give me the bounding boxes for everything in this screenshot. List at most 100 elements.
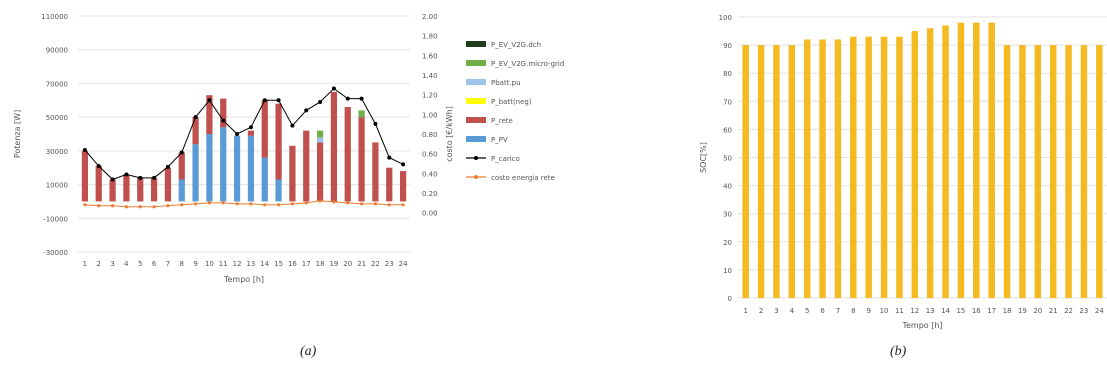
legend-swatch	[466, 98, 486, 104]
bar-segment	[178, 152, 185, 180]
bar-segment	[289, 145, 296, 202]
bar	[757, 45, 765, 298]
x-tick-label: 15	[274, 260, 283, 268]
legend-label: P_EV_V2G.dch	[491, 41, 541, 49]
line-costo-energia-rete	[84, 200, 404, 208]
x-tick-label: 23	[385, 260, 394, 268]
y-tick-label: 40	[723, 183, 732, 191]
caption-b: (b)	[890, 344, 907, 359]
bar	[1019, 45, 1026, 298]
point-p-carico	[221, 118, 226, 123]
x-tick-label: 14	[260, 260, 269, 268]
legend-label: Pbatt.pu	[491, 79, 521, 87]
legend-label: P_carico	[491, 155, 520, 163]
bar	[896, 36, 903, 299]
y-tick-label: 100	[719, 14, 732, 22]
chart-panel-a: 110000 90000 70000 50000 30000 10000 -10000 -30…	[13, 13, 564, 359]
bar-segment	[123, 174, 130, 202]
x-tick-label: 12	[233, 260, 242, 268]
bar-segment	[261, 100, 268, 158]
point-costo-energia-rete	[207, 201, 212, 205]
bar	[1003, 45, 1011, 298]
y-tick-label: 110000	[41, 13, 68, 21]
point-costo-energia-rete	[318, 199, 322, 203]
point-p-carico	[373, 121, 378, 126]
bar-segment	[358, 117, 365, 202]
point-costo-energia-rete	[346, 201, 350, 205]
bar-segment	[206, 134, 213, 202]
bar-segment	[275, 103, 282, 180]
y2-tick-label: 1.60	[422, 52, 438, 60]
x-tick-label: 17	[302, 260, 311, 268]
legend-label: P_rete	[491, 117, 513, 125]
point-p-carico	[304, 108, 309, 113]
caption-a: (a)	[300, 344, 317, 359]
bar	[788, 45, 796, 298]
y-tick-label: 10000	[46, 182, 68, 190]
y-tick-label: 50	[723, 155, 732, 163]
x-tick-label: 18	[1003, 307, 1012, 315]
y-tick-label: -10000	[43, 215, 68, 223]
point-costo-energia-rete	[332, 200, 336, 204]
bar-segment	[386, 167, 393, 202]
bar-segment	[206, 95, 213, 134]
x-tick-label: 1	[743, 307, 747, 315]
bar-segment	[247, 135, 255, 202]
y-tick-label: 60	[723, 126, 732, 134]
point-p-carico	[165, 164, 170, 169]
point-p-carico	[345, 96, 350, 101]
x-tick-label: 20	[343, 260, 352, 268]
x-tick-label: 1	[83, 260, 87, 268]
y-axis-label: Potenza [W]	[13, 110, 22, 158]
y-tick-label: 0	[728, 295, 732, 303]
x-tick-label: 3	[774, 307, 778, 315]
bar	[834, 39, 842, 298]
point-p-carico	[331, 86, 336, 91]
point-p-carico	[235, 132, 240, 136]
x-tick-label: 2	[759, 307, 763, 315]
point-costo-energia-rete	[401, 203, 405, 207]
point-p-carico	[193, 115, 198, 120]
x-tick-label: 24	[1095, 307, 1104, 315]
x-tick-label: 20	[1033, 307, 1042, 315]
point-p-carico	[124, 172, 129, 177]
y2-axis-label: costo [€/kWh]	[445, 106, 454, 162]
bar-segment	[164, 167, 172, 202]
point-p-carico	[387, 155, 392, 160]
legend-swatch	[466, 79, 486, 85]
y2-tick-label: 0.40	[422, 170, 438, 178]
chart-a-svg: 110000 90000 70000 50000 30000 10000 -10000 -30…	[13, 13, 564, 284]
point-p-carico	[248, 125, 253, 130]
y2-tick-label: 1.00	[422, 111, 438, 119]
bar	[988, 22, 995, 299]
x-axis-label: Tempo [h]	[223, 275, 264, 284]
y-tick-label: 20	[723, 239, 732, 247]
x-tick-label: 23	[1079, 307, 1088, 315]
y-tick-label: 90000	[46, 47, 68, 55]
x-tick-label: 4	[790, 307, 795, 315]
bar	[742, 45, 749, 298]
point-p-carico	[138, 175, 143, 180]
legend-label: P_EV_V2G.micro-grid	[491, 60, 564, 68]
x-tick-label: 2	[97, 260, 101, 268]
point-costo-energia-rete	[124, 205, 129, 209]
bar-segment	[109, 179, 116, 202]
chart-panel-b: 100 90 80 70 60 50 40 30 20 10 0 1 2 3 4 5 6 7 8 9 10 11 12 13 1…	[690, 0, 1107, 371]
point-costo-energia-rete	[359, 202, 364, 206]
x-tick-label: 9	[866, 307, 870, 315]
bar-segment	[303, 130, 310, 202]
point-costo-energia-rete	[276, 203, 281, 207]
point-p-carico	[359, 96, 364, 101]
point-costo-energia-rete	[221, 201, 225, 205]
y-tick-label: 50000	[46, 114, 68, 122]
point-costo-energia-rete	[83, 203, 87, 207]
x-tick-label: 24	[399, 260, 408, 268]
bar-segment	[316, 142, 324, 202]
y-axis-label: SOC[%]	[699, 142, 708, 173]
y2-tick-label: 1.20	[422, 92, 438, 100]
bar-segment	[220, 127, 227, 202]
bar-segment	[192, 144, 199, 202]
x-tick-label: 5	[138, 260, 142, 268]
x-tick-label: 21	[1049, 307, 1058, 315]
x-tick-label: 5	[805, 307, 809, 315]
